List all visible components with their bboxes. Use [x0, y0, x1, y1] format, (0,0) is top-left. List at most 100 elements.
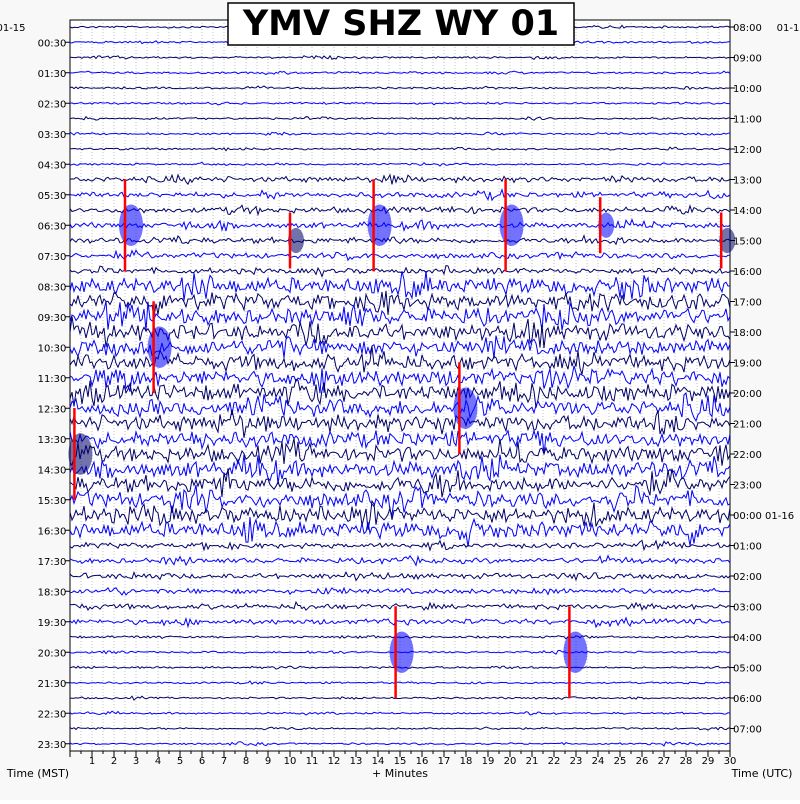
right-time-label: 08:00 [733, 23, 762, 34]
x-axis-label: + Minutes [372, 767, 428, 780]
seismic-trace [69, 335, 731, 359]
event-envelope [719, 227, 736, 254]
trace-layer [68, 24, 736, 747]
x-tick-label: 7 [221, 756, 227, 767]
x-tick-label: 26 [636, 756, 649, 767]
x-tick-label: 14 [372, 756, 385, 767]
seismic-trace [69, 218, 731, 233]
event-envelope [367, 204, 392, 246]
right-time-label: 03:00 [733, 603, 762, 614]
left-time-label: 05:30 [38, 191, 67, 202]
right-time-label: 20:00 [733, 389, 762, 400]
left-time-label: 04:30 [38, 160, 67, 171]
left-corner-date: 01-15 [0, 23, 26, 34]
right-time-label: 00:00 01-16 [733, 511, 794, 522]
seismic-trace [69, 392, 731, 423]
seismic-trace [69, 570, 731, 582]
seismic-trace [69, 680, 731, 685]
left-time-label: 08:30 [38, 282, 67, 293]
event-envelope [389, 631, 414, 673]
seismic-trace [69, 741, 731, 747]
x-tick-label: 25 [614, 756, 627, 767]
right-time-label: 02:00 [733, 572, 762, 583]
seismic-trace [69, 54, 731, 60]
right-time-label: 14:00 [733, 206, 762, 217]
right-time-label: 01:00 [733, 542, 762, 553]
x-tick-label: 15 [394, 756, 407, 767]
left-time-label: 00:30 [38, 38, 67, 49]
left-time-label: 10:30 [38, 343, 67, 354]
event-envelope [499, 204, 524, 246]
seismic-trace [69, 270, 731, 301]
seismic-trace [69, 204, 731, 217]
left-time-label: 21:30 [38, 679, 67, 690]
x-tick-label: 23 [570, 756, 583, 767]
seismic-trace [69, 428, 731, 455]
event-envelope [453, 387, 478, 429]
right-time-label: 21:00 [733, 420, 762, 431]
x-tick-label: 17 [438, 756, 451, 767]
x-tick-label: 19 [482, 756, 495, 767]
x-tick-label: 3 [133, 756, 139, 767]
right-time-label: 04:00 [733, 633, 762, 644]
right-time-label: 16:00 [733, 267, 762, 278]
seismic-trace [69, 101, 730, 106]
right-time-label: 11:00 [733, 115, 762, 126]
seismic-trace [69, 290, 731, 318]
chart-title-box: YMV SHZ WY 01 [227, 2, 575, 46]
left-time-label: 22:30 [38, 709, 67, 720]
chart-title-background [227, 2, 575, 46]
left-time-label: 18:30 [38, 587, 67, 598]
x-tick-label: 5 [177, 756, 183, 767]
left-time-label: 06:30 [38, 221, 67, 232]
x-tick-label: 8 [243, 756, 249, 767]
event-envelope [563, 631, 588, 673]
seismic-trace [69, 346, 731, 375]
event-envelope [288, 227, 304, 254]
right-time-label: 18:00 [733, 328, 762, 339]
left-time-label: 19:30 [38, 618, 67, 629]
event-envelope [598, 212, 615, 238]
seismic-trace [69, 468, 731, 498]
seismic-trace [69, 316, 731, 349]
seismic-trace [69, 554, 731, 567]
seismic-trace [69, 600, 731, 611]
x-tick-label: 16 [416, 756, 429, 767]
x-tick-label: 2 [111, 756, 117, 767]
x-tick-label: 1 [89, 756, 95, 767]
left-time-label: 03:30 [38, 130, 67, 141]
left-time-label: 17:30 [38, 557, 67, 568]
left-time-label: 14:30 [38, 465, 67, 476]
left-time-label: 13:30 [38, 435, 67, 446]
seismic-trace [69, 131, 731, 136]
seismic-trace [69, 695, 731, 701]
seismic-trace [69, 365, 731, 394]
left-time-label: 01:30 [38, 69, 67, 80]
seismic-trace [69, 70, 731, 76]
left-time-label: 20:30 [38, 648, 67, 659]
event-envelope [147, 326, 172, 368]
x-tick-label: 18 [460, 756, 473, 767]
x-tick-label: 27 [658, 756, 671, 767]
left-time-label: 23:30 [38, 740, 67, 751]
seismic-trace [69, 161, 731, 167]
right-time-label: 10:00 [733, 84, 762, 95]
seismic-trace [69, 115, 731, 121]
x-tick-label: 12 [328, 756, 341, 767]
left-time-label: 16:30 [38, 526, 67, 537]
seismic-trace [69, 146, 731, 152]
x-tick-label: 13 [350, 756, 363, 767]
seismic-trace [69, 300, 731, 331]
seismic-trace [69, 173, 731, 186]
seismic-trace [69, 409, 731, 438]
seismic-trace [69, 234, 731, 246]
right-time-label: 06:00 [733, 694, 762, 705]
seismic-trace [69, 265, 731, 278]
seismic-trace [69, 454, 731, 485]
left-time-label: 09:30 [38, 313, 67, 324]
seismic-trace [69, 378, 731, 408]
left-time-label: 02:30 [38, 99, 67, 110]
right-time-label: 05:00 [733, 664, 762, 675]
